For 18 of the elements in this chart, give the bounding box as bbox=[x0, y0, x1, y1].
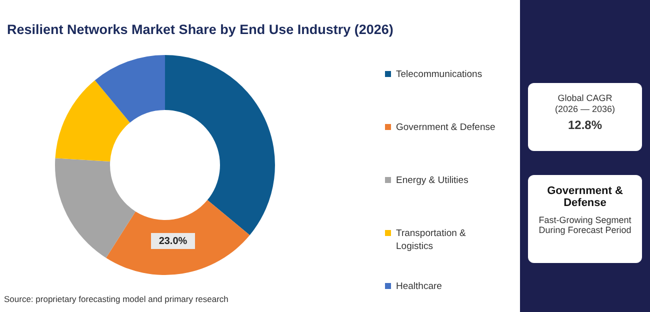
text: (2026 — 2036) bbox=[554, 104, 616, 114]
text: Global CAGR bbox=[556, 93, 614, 103]
legend-label: Telecommunications bbox=[396, 68, 484, 81]
source-note: Source: proprietary forecasting model and primary research bbox=[4, 294, 228, 304]
legend-label: Government & Defense bbox=[396, 121, 496, 134]
donut-slice bbox=[94, 55, 165, 123]
data-label: 23.0% bbox=[151, 233, 195, 249]
legend-label: Transportation & Logistics bbox=[396, 227, 467, 253]
text: Government & Defense bbox=[546, 185, 624, 209]
donut-slice bbox=[55, 158, 136, 258]
legend-label: Healthcare bbox=[396, 280, 443, 293]
legend-label: Energy & Utilities bbox=[396, 174, 470, 187]
chart-title: Resilient Networks Market Share by End Use Industry (2026) bbox=[7, 22, 394, 37]
text: Fast-Growing Segment During Forecast Period bbox=[538, 215, 632, 235]
donut-slice bbox=[55, 80, 130, 162]
text: 12.8% bbox=[566, 118, 604, 132]
donut-slice bbox=[165, 55, 275, 236]
donut-slice bbox=[106, 200, 250, 275]
